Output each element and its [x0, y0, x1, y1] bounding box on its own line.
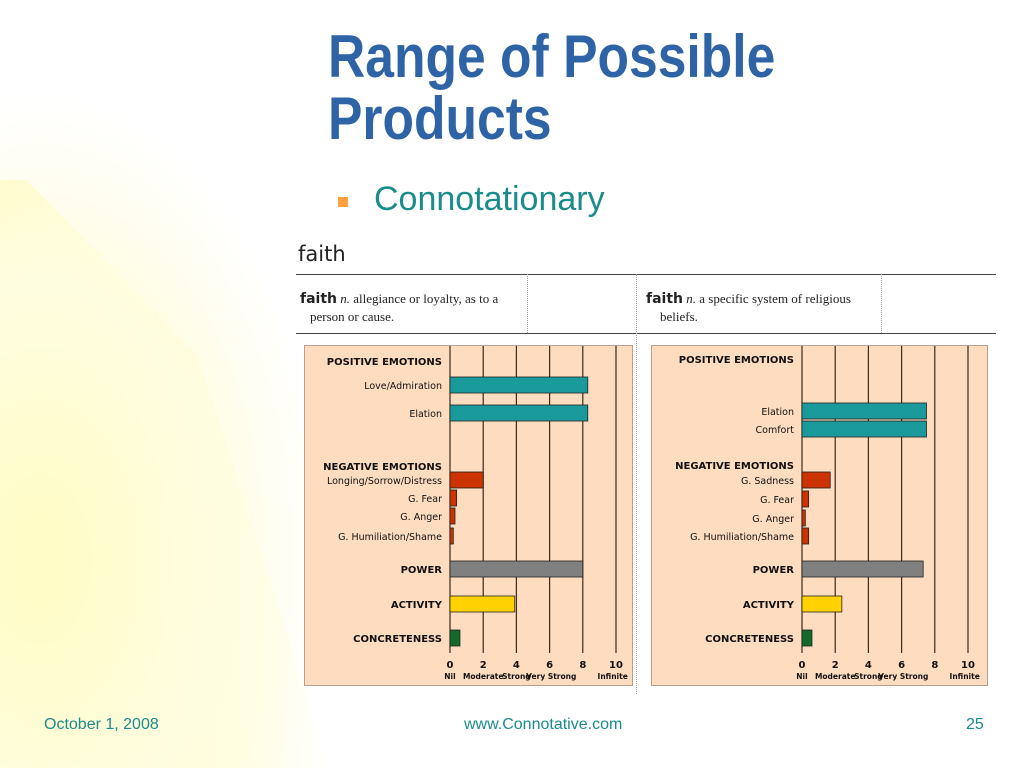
- category-label: G. Sadness: [741, 476, 794, 487]
- category-label: Love/Admiration: [364, 381, 442, 392]
- sense-1: faith n. allegiance or loyalty, as to a …: [300, 290, 532, 325]
- slide-title: Range of Possible Products: [328, 26, 913, 150]
- scale-word-label: Strong: [854, 672, 883, 681]
- bar: [801, 527, 810, 545]
- sense-pos: n.: [340, 291, 350, 306]
- sense-word: faith: [300, 291, 337, 307]
- divider-center: [636, 274, 637, 694]
- group-header: POSITIVE EMOTIONS: [679, 355, 794, 366]
- sense-definition: allegiance or loyalty, as to a: [353, 291, 499, 306]
- x-tick-label: 8: [579, 660, 586, 671]
- sense-2-line1: faith n. a specific system of religious: [646, 290, 882, 308]
- bar: [449, 376, 589, 394]
- x-tick-label: 10: [961, 660, 975, 671]
- divider-dotted: [881, 274, 882, 333]
- bar: [801, 490, 810, 508]
- category-label: G. Fear: [760, 495, 794, 506]
- bullet-item: Connotationary: [338, 180, 605, 219]
- category-label: Elation: [409, 409, 442, 420]
- x-tick-label: 0: [447, 660, 454, 671]
- footer-date: October 1, 2008: [44, 716, 159, 733]
- sense-2-line2: beliefs.: [660, 309, 698, 324]
- scale-word-label: Moderate: [815, 672, 856, 681]
- bar: [449, 507, 456, 525]
- bar: [801, 560, 924, 578]
- scale-word-label: Very Strong: [526, 672, 576, 681]
- sense-word: faith: [646, 291, 683, 307]
- bar: [449, 489, 458, 507]
- category-label: Longing/Sorrow/Distress: [327, 476, 442, 487]
- bar: [801, 420, 927, 438]
- divider-bottom: [296, 333, 996, 334]
- x-tick-label: 2: [480, 660, 487, 671]
- group-header: POSITIVE EMOTIONS: [327, 357, 442, 368]
- scale-word-label: Infinite: [598, 672, 628, 681]
- faith-figure: faith faith n. allegiance or loyalty, as…: [296, 236, 996, 696]
- x-tick-label: 2: [832, 660, 839, 671]
- sense-pos: n.: [686, 291, 696, 306]
- category-label: POWER: [753, 565, 795, 576]
- category-label: ACTIVITY: [391, 600, 443, 611]
- bar: [449, 560, 584, 578]
- divider-top: [296, 274, 996, 275]
- scale-word-label: Moderate: [463, 672, 504, 681]
- scale-word-label: Nil: [796, 672, 807, 681]
- bar: [801, 402, 927, 420]
- slide-title-line1: Range of Possible: [328, 23, 776, 90]
- footer-url[interactable]: www.Connotative.com: [464, 716, 623, 733]
- category-label: G. Fear: [408, 494, 442, 505]
- footer-page-number: 25: [966, 716, 984, 733]
- scale-word-label: Infinite: [950, 672, 980, 681]
- headword: faith: [298, 242, 346, 266]
- group-header: NEGATIVE EMOTIONS: [323, 462, 442, 473]
- bullet-square-icon: [338, 196, 348, 207]
- category-label: G. Humiliation/Shame: [690, 532, 794, 543]
- connotation-chart-1: 0 2 4 6 8 10 Nil Moderate Strong Very Strong Infin…: [304, 345, 633, 686]
- category-label: Comfort: [756, 425, 795, 436]
- sense-2: faith n. a specific system of religious …: [646, 290, 882, 325]
- scale-word-label: Nil: [444, 672, 455, 681]
- x-tick-label: 4: [865, 660, 872, 671]
- slide-title-line2: Products: [328, 85, 552, 152]
- category-label: G. Anger: [400, 512, 442, 523]
- bar: [449, 471, 484, 489]
- bar: [801, 509, 806, 527]
- bar: [449, 527, 454, 545]
- category-label: Elation: [761, 407, 794, 418]
- divider-dotted: [527, 274, 528, 333]
- x-tick-label: 10: [609, 660, 623, 671]
- category-label: G. Anger: [752, 514, 794, 525]
- x-tick-label: 4: [513, 660, 520, 671]
- scale-word-label: Very Strong: [878, 672, 928, 681]
- x-tick-label: 8: [931, 660, 938, 671]
- group-header: NEGATIVE EMOTIONS: [675, 461, 794, 472]
- bar: [801, 471, 831, 489]
- category-label: CONCRETENESS: [705, 634, 794, 645]
- category-label: POWER: [401, 565, 443, 576]
- x-tick-label: 6: [898, 660, 905, 671]
- background-gradient: [0, 180, 330, 768]
- category-label: ACTIVITY: [743, 600, 795, 611]
- sense-1-line1: faith n. allegiance or loyalty, as to a: [300, 290, 532, 308]
- bullet-text: Connotationary: [374, 180, 605, 218]
- sense-1-line2: person or cause.: [310, 309, 395, 324]
- category-label: G. Humiliation/Shame: [338, 532, 442, 543]
- scale-word-label: Strong: [502, 672, 531, 681]
- bar: [449, 404, 589, 422]
- connotation-chart-2: 0 2 4 6 8 10 Nil Moderate Strong Very Strong Infin…: [651, 345, 988, 686]
- x-tick-label: 6: [546, 660, 553, 671]
- category-label: CONCRETENESS: [353, 634, 442, 645]
- x-tick-label: 0: [799, 660, 806, 671]
- sense-definition: a specific system of religious: [699, 291, 851, 306]
- bar: [801, 629, 813, 647]
- bar: [449, 629, 461, 647]
- bar: [449, 595, 516, 613]
- bar: [801, 595, 843, 613]
